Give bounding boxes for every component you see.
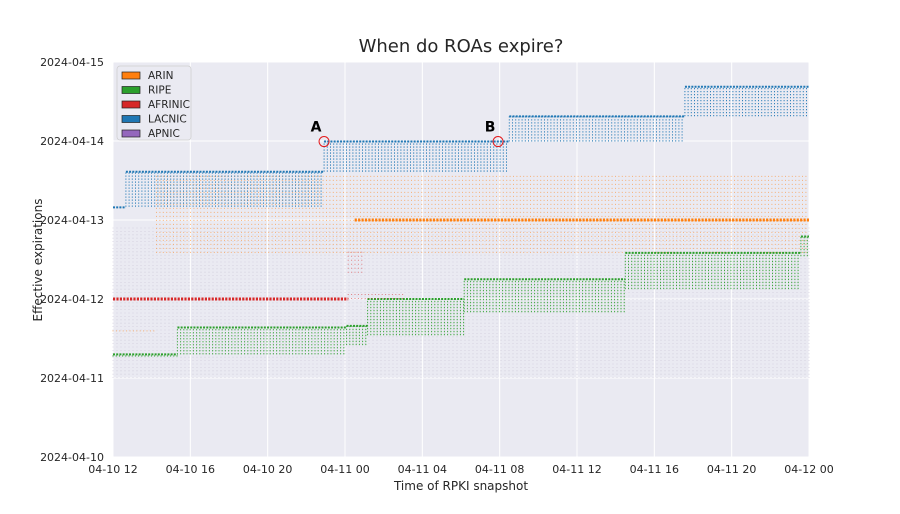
legend-entry: RIPE xyxy=(148,85,171,97)
y-tick-label: 2024-04-12 xyxy=(40,293,104,306)
y-tick-labels: 2024-04-10 2024-04-11 2024-04-12 2024-04-13… xyxy=(40,56,104,464)
legend-entry: APNIC xyxy=(148,128,180,140)
x-tick-label: 04-10 12 xyxy=(88,463,137,476)
x-tick-label: 04-11 04 xyxy=(398,463,447,476)
series-afrinic xyxy=(113,249,404,301)
x-tick-label: 04-10 20 xyxy=(243,463,292,476)
y-tick-label: 2024-04-11 xyxy=(40,372,104,385)
x-tick-label: 04-11 00 xyxy=(320,463,369,476)
series-lacnic xyxy=(113,85,809,209)
chart-marks xyxy=(112,85,810,378)
legend-swatch xyxy=(121,115,141,123)
legend-entry: AFRINIC xyxy=(148,99,190,111)
y-axis-label: Effective expirations xyxy=(31,199,45,322)
x-tick-label: 04-11 16 xyxy=(630,463,679,476)
x-tick-label: 04-10 16 xyxy=(166,463,215,476)
annotation-label: B xyxy=(485,120,496,136)
series-arin xyxy=(112,175,809,332)
x-axis-label: Time of RPKI snapshot xyxy=(393,479,528,493)
y-tick-label: 2024-04-14 xyxy=(40,135,104,148)
legend-swatch xyxy=(121,100,141,109)
plot-background xyxy=(113,62,809,457)
legend-swatch xyxy=(121,86,141,94)
annotation-marker xyxy=(492,136,504,148)
legend-entry: LACNIC xyxy=(148,114,187,126)
x-tick-label: 04-11 20 xyxy=(707,463,756,476)
y-tick-label: 2024-04-10 xyxy=(40,451,104,464)
y-tick-label: 2024-04-15 xyxy=(40,56,104,69)
legend-entry: ARIN xyxy=(148,70,173,82)
legend-swatch xyxy=(121,129,141,138)
series-ripe xyxy=(112,235,809,357)
y-tick-label: 2024-04-13 xyxy=(40,214,104,227)
legend-swatch xyxy=(121,71,141,80)
chart-title: When do ROAs expire? xyxy=(359,36,564,57)
x-tick-label: 04-11 12 xyxy=(552,463,601,476)
legend: ARIN RIPE AFRINIC LACNIC APNIC xyxy=(116,65,192,141)
x-tick-labels: 04-10 12 04-10 16 04-10 20 04-11 00 04-11 04… xyxy=(88,463,833,476)
x-tick-label: 04-12 00 xyxy=(784,463,833,476)
x-tick-label: 04-11 08 xyxy=(475,463,524,476)
annotation-marker xyxy=(318,136,330,148)
annotation-label: A xyxy=(311,120,322,136)
series-apnic xyxy=(112,226,810,378)
